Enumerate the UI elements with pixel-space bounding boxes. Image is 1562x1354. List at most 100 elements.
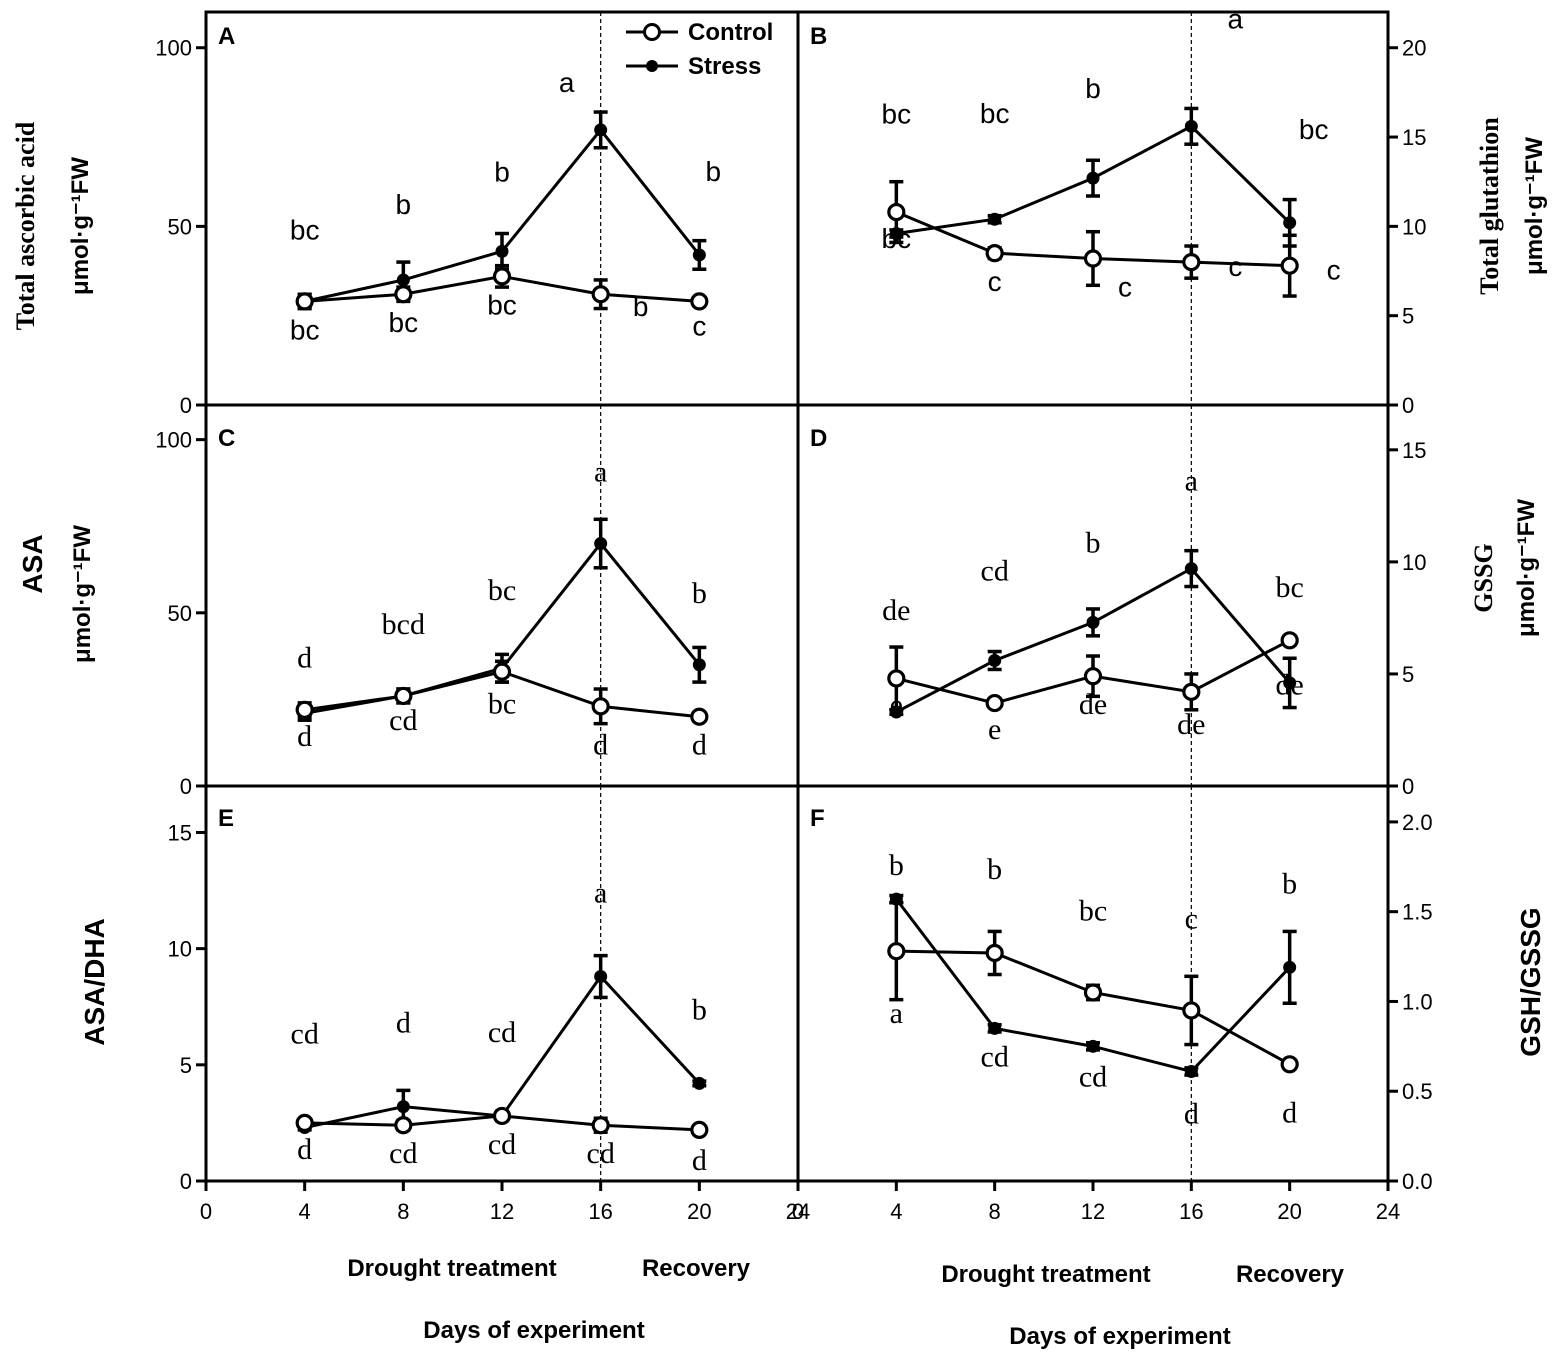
panel-a-ytick-label-2: 100 [155,36,192,61]
ylabel-panel-a: Total ascorbic acid [11,121,40,330]
panel-d-stress-letter-1: cd [981,554,1009,587]
panel-c-control-letter-1: cd [389,704,417,737]
ylabel-panel-b: Total glutathion [1475,117,1504,295]
panel-d-ytick-label-0: 0 [1402,774,1414,799]
panel-e-ytick-label-1: 5 [180,1053,192,1078]
panel-b-frame [796,10,1390,407]
panel-c-control-letter-4: d [692,729,707,762]
panel-e-stress-letter-1: d [396,1007,411,1040]
panel-e-control-letter-1: cd [389,1137,417,1170]
panel-e-ytick-label-2: 10 [168,937,192,962]
panel-e-xtick-label-5: 20 [687,1199,711,1224]
legend: Control Stress [626,19,773,80]
panel-b-control-point-3 [1182,252,1201,272]
phase-label-recovery-left: Recovery [642,1255,751,1282]
panel-e-control-point-1 [394,1116,413,1135]
panel-e-control-point-3 [591,1116,610,1135]
panel-b-control-letter-1: c [988,266,1002,297]
panel-f-control-point-0 [887,942,906,961]
panel-a-stress-point-4 [692,248,706,262]
panel-b-control-letter-2: c [1118,272,1132,303]
panel-c-control-letter-3: d [593,728,608,761]
panel-b-control-letter-3: c [1228,251,1242,282]
panel-d-stress-letter-3: a [1185,465,1198,498]
panel-a-control-point-0 [295,292,314,311]
panel-e-ytick-label-0: 0 [180,1169,192,1194]
panel-f-control-point-4 [1280,1055,1299,1074]
panel-e-stress-point-1 [396,1100,410,1114]
panel-c-label: C [218,425,235,452]
panel-b-stress-letter-0: bc [882,99,912,130]
panel-a-stress-point-2 [495,244,509,258]
panel-a-stress-letter-4: b [706,156,722,187]
panel-f-stress-point-2 [1086,1039,1100,1053]
ylabel-panel-c: ASA [17,534,48,593]
panel-c-stress-point-3 [594,537,608,551]
panel-d-control-letter-3: de [1177,708,1205,741]
panel-a-control-point-2 [492,267,512,286]
panel-a-stress-letter-3: a [559,67,575,98]
panel-f-xtick-label-5: 20 [1277,1199,1301,1224]
panel-d-ytick-label-3: 15 [1402,438,1426,463]
panel-f-control-letter-0: b [889,849,904,882]
panel-f-control-letter-2: bc [1079,894,1107,927]
panel-c-control-letter-0: d [297,720,312,753]
panel-b-label: B [810,23,827,50]
x-axis-title-left: Days of experiment [423,1317,644,1344]
panel-f-stress-letter-1: cd [981,1040,1009,1073]
x-axis-title-right: Days of experiment [1009,1323,1230,1350]
panel-f-control-point-3 [1182,1001,1201,1020]
panel-a-stress-letter-0: bc [290,214,320,245]
panel-c-ytick-label-2: 100 [155,428,192,453]
panel-b-control-letter-4: c [1327,255,1341,286]
panel-a-control-letter-0: bc [290,314,320,345]
panel-c-stress-letter-4: b [692,577,707,610]
axis-labels: Total ascorbic acid μmol·g⁻¹FW ASA μmol·… [11,117,1548,1350]
panel-c-control-point-4 [690,707,709,726]
legend-marker-control [643,23,661,41]
panel-a-control-point-1 [394,285,413,304]
panel-f-stress-point-3 [1184,1064,1198,1078]
panel-a-control-letter-2: bc [487,289,517,320]
panel-f-xtick-label-4: 16 [1179,1199,1203,1224]
panel-f-control-point-2 [1083,983,1103,1002]
panel-f-ytick-label-0: 0.0 [1402,1169,1433,1194]
panel-e-control-point-4 [690,1120,709,1139]
panel-f-ytick-label-1: 0.5 [1402,1079,1433,1104]
panel-b-ytick-label-3: 15 [1402,125,1426,150]
panel-a-ytick-label-1: 50 [168,214,192,239]
panel-e-stress-letter-3: a [594,877,607,910]
panel-f-xtick-label-0: 0 [792,1199,804,1224]
panel-a-control-letter-1: bc [389,307,419,338]
phase-label-drought-right: Drought treatment [941,1261,1150,1288]
panel-d-stress-point-2 [1086,615,1100,629]
panel-c-stress-letter-1: bcd [382,608,425,641]
yunit-panel-b: μmol·g⁻¹FW [1521,137,1548,275]
panel-d-control-letter-1: e [988,713,1001,746]
panel-e-control-letter-2: cd [488,1128,516,1161]
panel-frames [204,10,1390,1183]
panel-d-control-point-1 [985,693,1004,713]
yunit-panel-a: μmol·g⁻¹FW [67,157,94,295]
panel-f-stress-letter-3: d [1184,1097,1199,1130]
ylabel-panel-d: GSSG [1469,543,1498,612]
panel-e-stress-line [304,974,701,1130]
panel-f-xtick-label-1: 4 [890,1199,902,1224]
panel-f-control-letter-4: d [1282,1096,1297,1129]
panel-b-stress-letter-1: bc [980,98,1010,129]
panel-f-control-letter-3: c [1185,902,1198,935]
panel-e-xtick-label-6: 24 [786,1199,810,1224]
panel-c-ytick-label-0: 0 [180,774,192,799]
panel-b-stress-point-2 [1086,171,1100,185]
panel-b-control-letter-0: bc [882,223,912,254]
panel-a-stress-point-3 [594,123,608,137]
panel-a-control-point-4 [690,292,709,311]
panel-f-stress-letter-2: cd [1079,1060,1107,1093]
panel-d-ytick-label-1: 5 [1402,662,1414,687]
panel-e-control-point-2 [492,1106,512,1126]
panel-c-stress-point-4 [692,658,706,672]
panel-e-stress-letter-0: cd [291,1018,319,1051]
panel-c-control-point-1 [394,686,413,706]
